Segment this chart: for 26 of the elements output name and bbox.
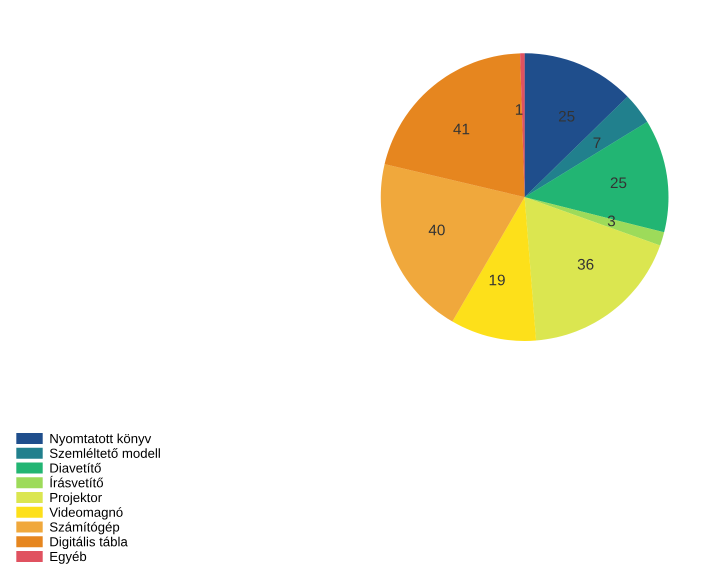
data-label: 41 xyxy=(453,124,470,134)
pie-slice xyxy=(524,96,648,198)
pie-slice xyxy=(524,197,664,246)
legend-label: Digitális tábla xyxy=(50,536,128,550)
data-label: 3 xyxy=(608,215,616,226)
legend-label: Számítógép xyxy=(50,522,120,534)
pie-slice xyxy=(524,53,628,198)
pie-slice xyxy=(524,197,660,341)
pie-slice xyxy=(384,53,525,198)
pie-slice xyxy=(452,197,536,341)
legend-label: Szemléltető modell xyxy=(50,448,160,458)
data-label: 40 xyxy=(428,224,445,236)
data-label: 36 xyxy=(578,258,594,270)
data-label: 7 xyxy=(594,138,600,148)
legend-label: Egyéb xyxy=(50,551,86,564)
legend-label: Írásvetítő xyxy=(50,476,104,488)
data-label: 1 xyxy=(516,104,523,115)
legend-label: Videomagnó xyxy=(49,507,123,520)
pie-slice xyxy=(524,122,668,232)
data-label: 19 xyxy=(490,274,505,286)
legend-label: Projektor xyxy=(50,492,102,505)
data-label: 25 xyxy=(610,177,626,188)
legend-label: Diavetítő xyxy=(50,462,101,473)
data-label: 25 xyxy=(558,110,574,122)
legend-label: Nyomtatott könyv xyxy=(50,434,152,446)
pie-slice xyxy=(380,164,525,322)
